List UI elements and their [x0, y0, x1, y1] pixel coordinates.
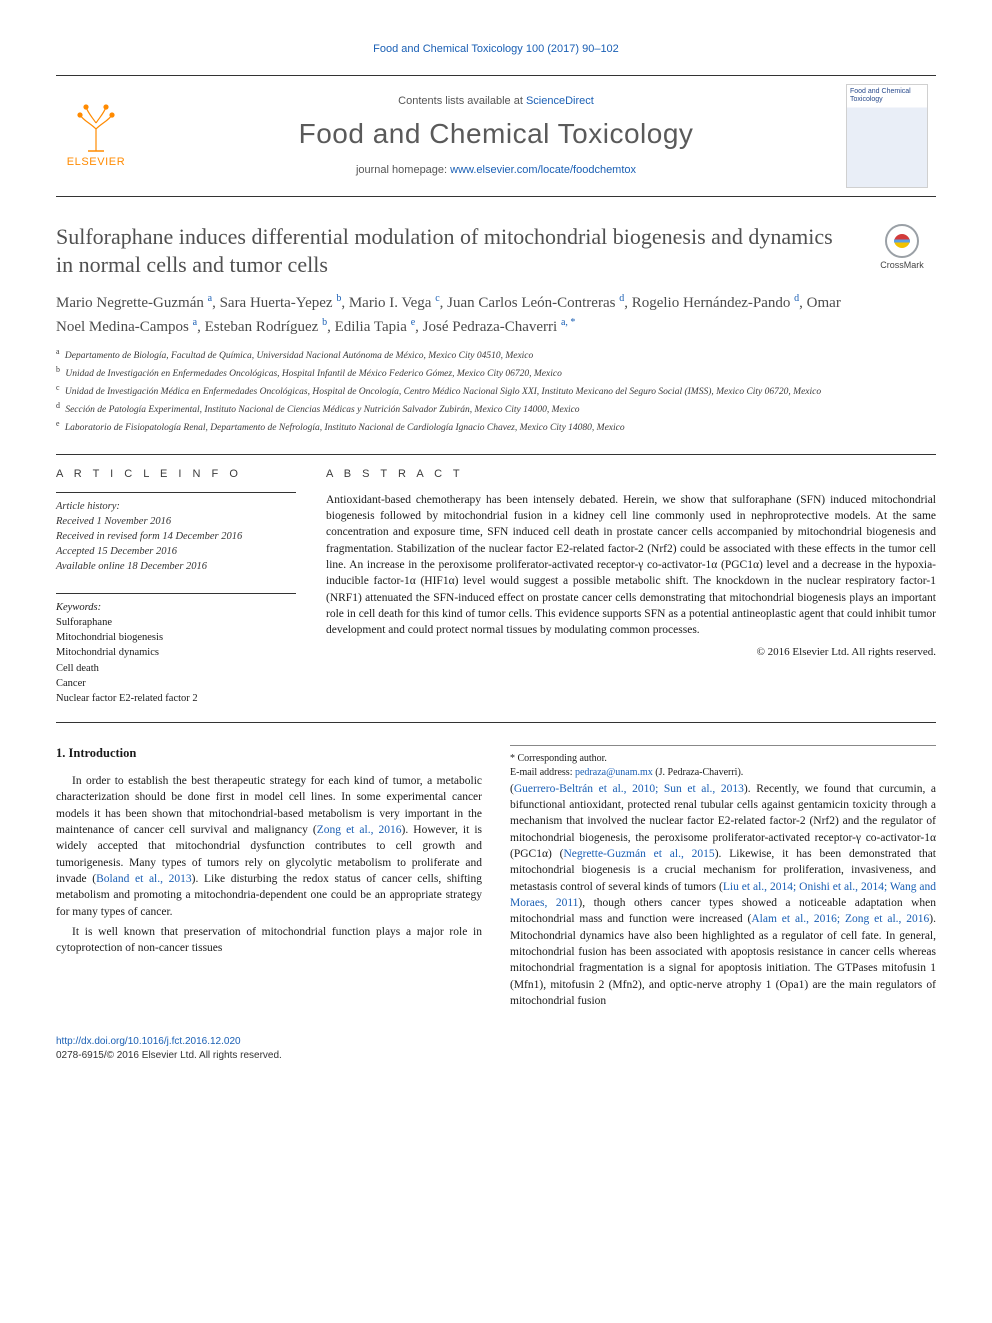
- divider: [56, 454, 936, 455]
- history-label: Article history:: [56, 499, 296, 514]
- publisher-name: ELSEVIER: [67, 155, 126, 170]
- keyword-item: Sulforaphane: [56, 615, 296, 630]
- affiliation-item: d Sección de Patología Experimental, Ins…: [56, 400, 850, 418]
- article-title: Sulforaphane induces differential modula…: [56, 223, 850, 279]
- article-info-col: A R T I C L E I N F O Article history: R…: [56, 467, 296, 706]
- keywords-block: Keywords: SulforaphaneMitochondrial biog…: [56, 593, 296, 707]
- intro-paragraph-1: In order to establish the best therapeut…: [56, 773, 482, 920]
- contents-prefix: Contents lists available at: [398, 95, 526, 107]
- crossmark-badge[interactable]: CrossMark: [868, 223, 936, 436]
- text: ). Mitochondrial dynamics have also been…: [510, 913, 936, 1007]
- history-revised: Received in revised form 14 December 201…: [56, 529, 296, 544]
- homepage-prefix: journal homepage:: [356, 164, 450, 176]
- author-list: Mario Negrette-Guzmán a, Sara Huerta-Yep…: [56, 291, 850, 338]
- keywords-label: Keywords:: [56, 600, 296, 615]
- doi-link[interactable]: http://dx.doi.org/10.1016/j.fct.2016.12.…: [56, 1036, 241, 1047]
- corresponding-author-block: * Corresponding author. E-mail address: …: [510, 745, 936, 780]
- keyword-item: Cell death: [56, 661, 296, 676]
- contents-available-line: Contents lists available at ScienceDirec…: [160, 94, 832, 109]
- masthead-center: Contents lists available at ScienceDirec…: [160, 94, 832, 177]
- corresponding-email-link[interactable]: pedraza@unam.mx: [575, 767, 653, 778]
- history-accepted: Accepted 15 December 2016: [56, 544, 296, 559]
- keyword-item: Mitochondrial biogenesis: [56, 630, 296, 645]
- keyword-item: Cancer: [56, 676, 296, 691]
- text: It is well known that preservation of mi…: [56, 926, 482, 954]
- citation-link[interactable]: Zong et al., 2016: [317, 824, 402, 836]
- body-two-column: 1. Introduction In order to establish th…: [56, 745, 936, 1009]
- keyword-item: Mitochondrial dynamics: [56, 645, 296, 660]
- issn-copyright-line: 0278-6915/© 2016 Elsevier Ltd. All right…: [56, 1049, 936, 1063]
- intro-paragraph-2: It is well known that preservation of mi…: [56, 924, 482, 957]
- abstract-col: A B S T R A C T Antioxidant-based chemot…: [326, 467, 936, 706]
- crossmark-label: CrossMark: [880, 259, 924, 271]
- info-abstract-row: A R T I C L E I N F O Article history: R…: [56, 467, 936, 706]
- citation-link[interactable]: Alam et al., 2016; Zong et al., 2016: [751, 913, 929, 925]
- affiliation-item: a Departamento de Biología, Facultad de …: [56, 346, 850, 364]
- publisher-logo: ELSEVIER: [56, 93, 136, 179]
- abstract-text: Antioxidant-based chemotherapy has been …: [326, 492, 936, 639]
- abstract-copyright: © 2016 Elsevier Ltd. All rights reserved…: [326, 645, 936, 660]
- section-heading-intro: 1. Introduction: [56, 745, 482, 763]
- elsevier-tree-icon: [70, 101, 122, 153]
- affiliation-item: b Unidad de Investigación en Enfermedade…: [56, 364, 850, 382]
- journal-homepage-line: journal homepage: www.elsevier.com/locat…: [160, 163, 832, 178]
- journal-title: Food and Chemical Toxicology: [160, 115, 832, 153]
- affiliations: a Departamento de Biología, Facultad de …: [56, 346, 850, 436]
- history-online: Available online 18 December 2016: [56, 559, 296, 574]
- journal-homepage-link[interactable]: www.elsevier.com/locate/foodchemtox: [450, 164, 636, 176]
- citation-link[interactable]: Boland et al., 2013: [96, 873, 192, 885]
- citation-link[interactable]: Guerrero-Beltrán et al., 2010; Sun et al…: [514, 783, 744, 795]
- cover-caption: Food and Chemical Toxicology: [850, 88, 924, 103]
- corresponding-name: (J. Pedraza-Chaverri).: [653, 767, 744, 778]
- page-footer: http://dx.doi.org/10.1016/j.fct.2016.12.…: [56, 1035, 936, 1062]
- affiliation-item: e Laboratorio de Fisiopatología Renal, D…: [56, 418, 850, 436]
- intro-paragraph-col2: (Guerrero-Beltrán et al., 2010; Sun et a…: [510, 781, 936, 1010]
- sciencedirect-link[interactable]: ScienceDirect: [526, 95, 594, 107]
- journal-masthead: ELSEVIER Contents lists available at Sci…: [56, 75, 936, 197]
- article-info-label: A R T I C L E I N F O: [56, 467, 296, 482]
- abstract-label: A B S T R A C T: [326, 467, 936, 482]
- divider: [56, 722, 936, 723]
- journal-cover-thumbnail: Food and Chemical Toxicology: [846, 84, 928, 188]
- corresponding-label: * Corresponding author.: [510, 752, 936, 766]
- history-received: Received 1 November 2016: [56, 514, 296, 529]
- citation-link[interactable]: Negrette-Guzmán et al., 2015: [563, 848, 714, 860]
- affiliation-item: c Unidad de Investigación Médica en Enfe…: [56, 382, 850, 400]
- crossmark-icon: [884, 223, 920, 259]
- page: Food and Chemical Toxicology 100 (2017) …: [0, 0, 992, 1110]
- email-label: E-mail address:: [510, 767, 575, 778]
- running-header: Food and Chemical Toxicology 100 (2017) …: [56, 42, 936, 57]
- article-history: Article history: Received 1 November 201…: [56, 492, 296, 575]
- keyword-item: Nuclear factor E2-related factor 2: [56, 691, 296, 706]
